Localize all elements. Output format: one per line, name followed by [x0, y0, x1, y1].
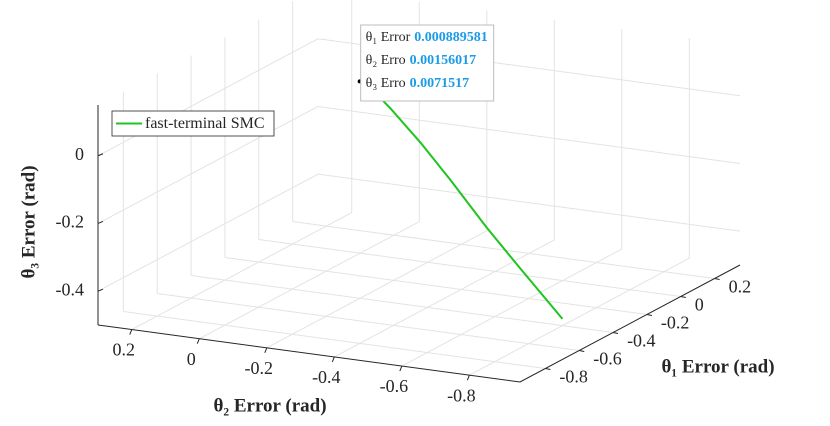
- grid-line: [97, 106, 319, 224]
- x-tick: [646, 314, 653, 316]
- datatip-row: θ₃ Erro 0.0071517: [366, 76, 469, 91]
- y-tick-label: -0.8: [447, 385, 476, 405]
- z-tick: [97, 288, 104, 292]
- line: [359, 80, 564, 320]
- x-tick-label: 0: [695, 295, 704, 315]
- z-tick: [97, 220, 104, 224]
- grid-line: [266, 230, 488, 349]
- grid-line: [97, 38, 319, 157]
- z-tick-label: 0: [75, 144, 84, 164]
- plot-area: [359, 80, 564, 320]
- x-axis: [519, 264, 741, 383]
- y-axis-label: θ₂ Error (rad): [213, 395, 326, 416]
- axes: -0.8-0.6-0.4-0.200.2-0.8-0.6-0.4-0.200.2…: [56, 105, 752, 405]
- x-tick: [612, 332, 619, 334]
- x-tick: [579, 350, 585, 352]
- grid-line: [317, 173, 741, 232]
- grid-line: [157, 293, 580, 351]
- y-tick-label: 0.2: [113, 340, 136, 360]
- x-tick-label: -0.6: [593, 349, 622, 369]
- datatip-value: 0.0071517: [410, 76, 470, 91]
- y-tick-label: -0.4: [312, 367, 341, 387]
- datatip-value: 0.00156017: [410, 53, 477, 68]
- datatip: θ₁ Error 0.000889581 θ₂ Erro 0.00156017 θ₃ E…: [357, 24, 495, 102]
- datatip-label: θ₁ Error: [366, 30, 411, 45]
- grid-line: [292, 221, 715, 279]
- x-tick-label: -0.8: [559, 367, 588, 387]
- grid-line: [123, 311, 546, 369]
- datatip-box: [360, 24, 495, 102]
- y-tick-label: 0: [187, 349, 196, 369]
- z-tick-label: -0.2: [56, 212, 85, 232]
- grid-line: [317, 105, 741, 164]
- grid-line: [469, 257, 690, 376]
- datatip-label: θ₂ Erro: [366, 53, 406, 68]
- y-tick: [331, 356, 335, 363]
- grid-line: [224, 257, 647, 315]
- grid-line: [97, 173, 319, 292]
- x-tick: [680, 296, 686, 298]
- x-tick-label: -0.4: [627, 331, 656, 351]
- datatip-label: θ₃ Erro: [366, 76, 406, 91]
- x-tick: [545, 368, 551, 370]
- grid-line: [334, 239, 555, 358]
- x-tick: [714, 278, 720, 280]
- legend: fast-terminal SMC: [111, 110, 275, 137]
- grid-line: [131, 212, 352, 331]
- y-tick: [264, 347, 268, 353]
- grid-line: [191, 275, 614, 333]
- x-tick-label: -0.2: [661, 313, 690, 333]
- datatip-row: θ₁ Error 0.000889581: [366, 30, 488, 45]
- z-tick: [97, 153, 104, 157]
- datatip-row: θ₂ Erro 0.00156017: [366, 53, 476, 68]
- x-axis-label: θ₁ Error (rad): [661, 356, 774, 377]
- grid: [97, 0, 741, 376]
- x-tick-label: 0.2: [729, 277, 752, 297]
- datatip-value: 0.000889581: [414, 30, 488, 45]
- legend-label: fast-terminal SMC: [145, 115, 265, 132]
- y-tick-label: -0.6: [380, 376, 409, 396]
- y-tick-label: -0.2: [245, 358, 274, 378]
- grid-line: [401, 248, 623, 367]
- y-tick: [196, 338, 200, 344]
- grid-line: [199, 221, 420, 340]
- z-axis-label: θ₃ Error (rad): [18, 165, 39, 278]
- y-tick: [129, 329, 133, 335]
- z-tick-label: -0.4: [56, 279, 85, 299]
- grid-line: [258, 239, 681, 297]
- y-tick: [466, 374, 470, 381]
- y-tick: [399, 365, 403, 372]
- y-axis: [97, 324, 521, 383]
